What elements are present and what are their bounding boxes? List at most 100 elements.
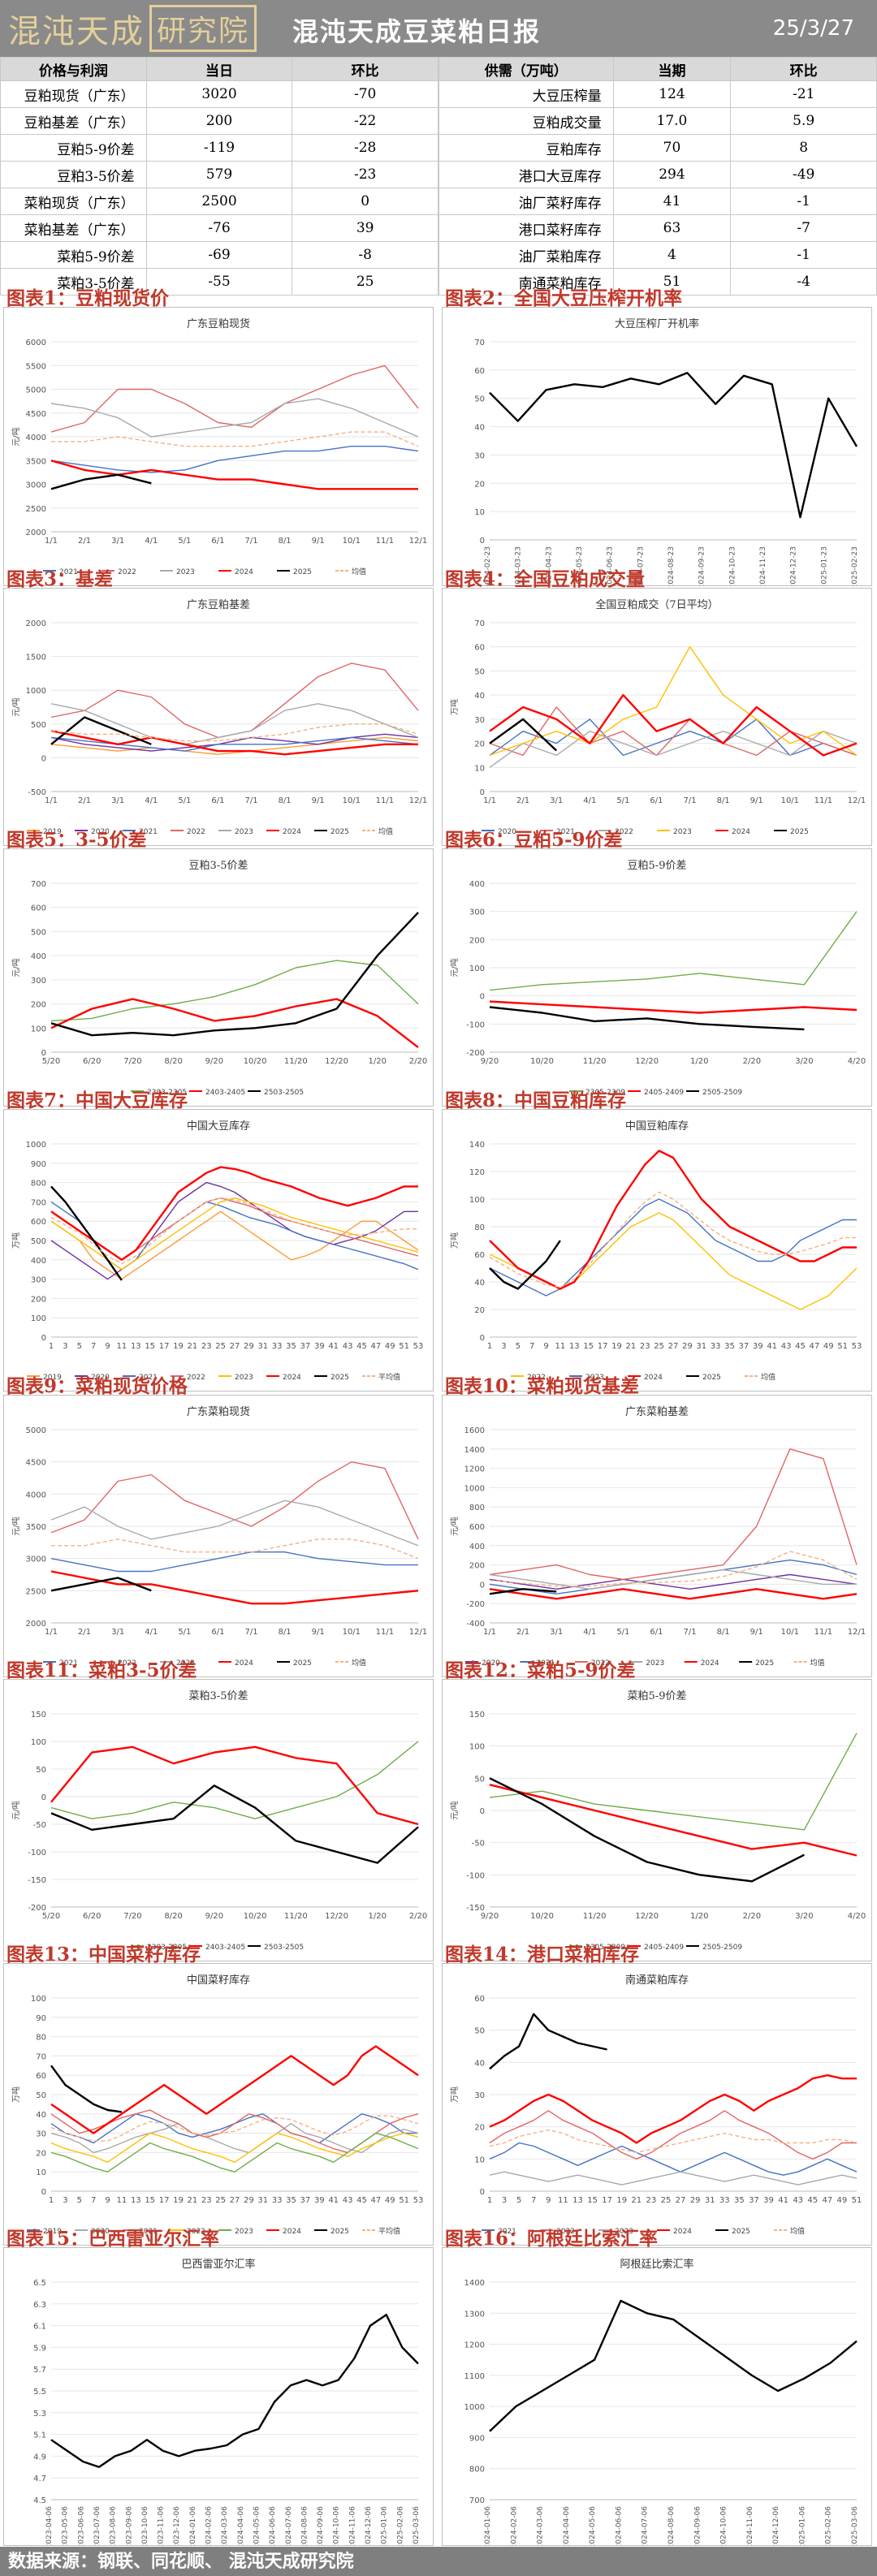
x-tick-label: 2024-08-06 — [667, 2506, 676, 2545]
series-line — [50, 2113, 418, 2144]
x-tick-label: 47 — [809, 1342, 819, 1351]
y-tick-label: 80 — [36, 2034, 46, 2043]
x-tick-label: 53 — [852, 1342, 862, 1351]
logo-box-text: 研究院 — [149, 5, 257, 52]
x-tick-label: 2023-07-06 — [93, 2506, 102, 2545]
y-tick-label: -100 — [466, 1020, 485, 1029]
legend-label: 2019 — [43, 2228, 62, 2236]
legend-label: 2021 — [139, 2228, 158, 2236]
legend-label: 2303-2305 — [147, 1944, 187, 1952]
legend-label: 2022 — [118, 1659, 136, 1668]
y-tick-label: 4000 — [26, 434, 46, 442]
chart-title: 中国大豆库存 — [187, 1120, 250, 1133]
series-line — [50, 473, 152, 490]
x-tick-label: 3/1 — [550, 1628, 563, 1637]
legend-label: 2024 — [673, 2228, 692, 2236]
change-value: -1 — [730, 241, 877, 269]
x-tick-label: 8/1 — [717, 796, 730, 805]
x-tick-label: 3/1 — [111, 537, 124, 546]
y-tick-label: 0 — [480, 1334, 485, 1343]
x-tick-label: 2024-01-06 — [189, 2506, 197, 2545]
x-tick-label: 3/20 — [795, 1912, 813, 1921]
current-value: -55 — [145, 268, 293, 296]
series-line — [50, 716, 152, 745]
table-header: 当日 — [145, 57, 293, 81]
change-value: 5.9 — [730, 107, 877, 135]
legend-label: 2503-2505 — [264, 1089, 304, 1097]
legend-label: 2505-2509 — [702, 1089, 742, 1097]
x-tick-label: 9/20 — [481, 1912, 499, 1921]
chart-panel: 豆粕3-5价差 0 100 200 300 400 500 600 700 元/吨 5/20 6/20… — [3, 848, 434, 1107]
legend-label: 2025 — [293, 568, 312, 576]
y-tick-label: 4.5 — [33, 2496, 46, 2505]
current-value: 579 — [145, 161, 293, 188]
y-tick-label: -100 — [28, 1849, 46, 1858]
x-tick-label: 2024-08-23 — [667, 546, 676, 585]
x-tick-label: 9/1 — [312, 796, 325, 805]
x-tick-label: 5/1 — [178, 796, 191, 805]
series-line — [489, 718, 558, 752]
legend-label: 均值 — [352, 567, 366, 576]
chart-title: 巴西雷亚尔汇率 — [181, 2258, 255, 2271]
x-tick-label: 2024-12-06 — [772, 2506, 780, 2545]
y-tick-label: 1500 — [26, 654, 46, 662]
table-row: 菜粕现货（广东） 2500 0 — [0, 188, 438, 215]
x-tick-label: 31 — [696, 1342, 706, 1351]
line-chart: 豆粕3-5价差 0 100 200 300 400 500 600 700 元/吨 5/20 6/20… — [11, 860, 427, 1097]
table-row: 豆粕现货（广东） 3020 -70 — [0, 80, 438, 108]
y-tick-label: 50 — [474, 1775, 485, 1784]
series-line — [489, 1006, 805, 1031]
x-tick-label: 10/1 — [781, 796, 799, 805]
series-line — [489, 693, 858, 757]
x-tick-label: 49 — [385, 1342, 395, 1351]
current-value: 17.0 — [612, 107, 732, 135]
x-tick-label: 2023-06-06 — [77, 2506, 85, 2545]
x-tick-label: 7 — [91, 1342, 96, 1351]
x-tick-label: 17 — [598, 1342, 608, 1351]
y-tick-label: 120 — [469, 1168, 485, 1177]
series-line — [50, 733, 419, 752]
section-title: 图表10：菜粕现货基差 — [445, 1375, 640, 1397]
line-chart: 大豆压榨厂开机率 0 10 20 30 40 50 60 70 2024-02-23 2024-03… — [474, 317, 859, 585]
y-tick-label: 30 — [36, 2130, 46, 2139]
legend-label: 2023 — [585, 1374, 604, 1382]
legend-label: 2020 — [91, 2228, 110, 2236]
y-tick-label: 80 — [474, 1223, 485, 1232]
y-tick-label: 60 — [474, 1995, 485, 2004]
series-line — [50, 460, 418, 490]
x-tick-label: 1/20 — [369, 1912, 387, 1921]
section-title: 图表15：巴西雷亚尔汇率 — [6, 2228, 220, 2250]
current-value: -76 — [145, 214, 293, 242]
legend-label: 平均值 — [378, 2226, 400, 2236]
y-axis-label: 元/吨 — [11, 1801, 21, 1819]
legend-label: 2303-2305 — [147, 1089, 187, 1097]
x-tick-label: 33 — [272, 2196, 283, 2205]
y-tick-label: -200 — [28, 1904, 46, 1913]
table-row: 豆粕成交量 17.0 5.9 — [438, 107, 877, 135]
x-tick-label: 12/20 — [325, 1057, 348, 1066]
y-tick-label: 1300 — [464, 2310, 485, 2319]
series-line — [50, 1197, 419, 1271]
x-tick-label: 45 — [795, 1342, 806, 1351]
y-tick-label: 0 — [41, 754, 46, 763]
x-tick-label: 2024-04-06 — [563, 2506, 571, 2545]
chart-panel: 南通菜粕库存 0 10 20 30 40 50 60 万吨 1 3 5 7 9 11 13 15 17 19 21 23… — [442, 1963, 872, 2246]
legend-label: 2023 — [235, 1374, 253, 1382]
x-tick-label: 2025-02-06 — [825, 2506, 833, 2545]
series-line — [489, 2110, 857, 2160]
series-line — [50, 729, 418, 756]
x-tick-label: 2024-05-06 — [253, 2506, 261, 2545]
chart-panel: 广东豆粕基差 -500 0 500 1000 1500 2000 元/吨 1/1 2/1 3/1 4/… — [3, 588, 434, 846]
x-tick-label: 2025-03-06 — [413, 2506, 421, 2545]
series-line — [50, 1166, 418, 1262]
x-tick-label: 7/1 — [244, 537, 257, 546]
chart-panel: 菜粕5-9价差 -150 -100 -50 0 50 100 150 元/吨 9/20 10/20 1… — [442, 1679, 872, 1961]
series-line — [50, 1577, 152, 1592]
x-tick-label: 35 — [286, 1342, 296, 1351]
x-tick-label: 1 — [49, 1342, 54, 1351]
y-tick-label: 50 — [474, 395, 485, 404]
y-tick-label: 30 — [474, 451, 485, 460]
y-tick-label: 100 — [469, 964, 485, 973]
report-date: 25/3/27 — [772, 16, 854, 41]
